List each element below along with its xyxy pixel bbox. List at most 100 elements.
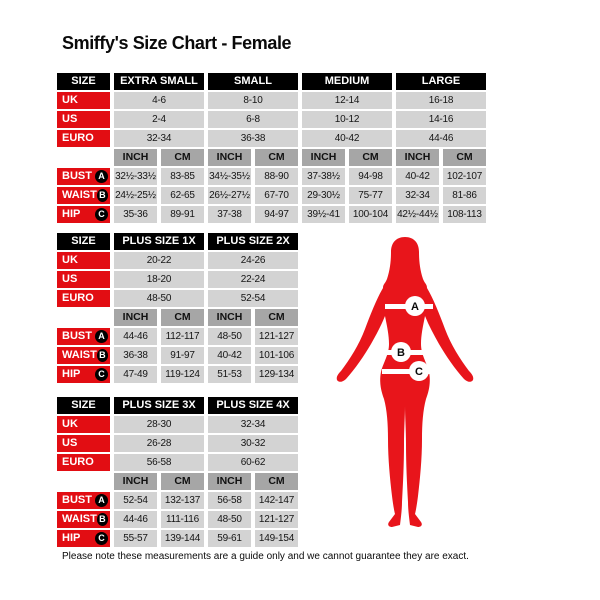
measure-value: 32-34 — [396, 187, 439, 204]
measure-value: 52-54 — [114, 492, 157, 509]
unit-header-cm: CM — [349, 149, 392, 166]
measure-value: 100-104 — [349, 206, 392, 223]
measure-label-bust: BUST A — [57, 168, 110, 185]
size-column-header: PLUS SIZE 2X — [208, 233, 298, 250]
measure-value: 36-38 — [114, 347, 157, 364]
measure-value: 24½-25½ — [114, 187, 157, 204]
measure-value: 39½-41 — [302, 206, 345, 223]
size-header-cell: SIZE — [57, 233, 110, 250]
region-size-value: 20-22 — [114, 252, 204, 269]
region-size-value: 4-6 — [114, 92, 204, 109]
region-size-value: 18-20 — [114, 271, 204, 288]
measure-marker-badge: C — [95, 532, 108, 545]
unit-header-inch: INCH — [208, 473, 251, 490]
measure-marker-badge: B — [96, 513, 108, 526]
units-row-spacer — [57, 473, 110, 490]
measure-marker-badge: A — [95, 170, 108, 183]
region-size-value: 6-8 — [208, 111, 298, 128]
unit-header-inch: INCH — [114, 309, 157, 326]
region-size-value: 8-10 — [208, 92, 298, 109]
measure-value: 94-98 — [349, 168, 392, 185]
measure-value: 34½-35½ — [208, 168, 251, 185]
measure-value: 55-57 — [114, 530, 157, 547]
measure-value: 119-124 — [161, 366, 204, 383]
measure-marker-badge: A — [95, 330, 108, 343]
region-size-value: 2-4 — [114, 111, 204, 128]
measure-label-text: BUST — [62, 170, 92, 182]
region-size-value: 36-38 — [208, 130, 298, 147]
unit-header-cm: CM — [255, 309, 298, 326]
disclaimer-note: Please note these measurements are a gui… — [62, 551, 469, 562]
measure-value: 44-46 — [114, 511, 157, 528]
size-column-header: EXTRA SMALL — [114, 73, 204, 90]
unit-header-inch: INCH — [208, 149, 251, 166]
measure-label-text: WAIST — [62, 513, 97, 525]
female-silhouette-svg: A B C — [336, 237, 474, 527]
region-label-euro: EURO — [57, 454, 110, 471]
region-size-value: 48-50 — [114, 290, 204, 307]
measure-value: 37-38 — [208, 206, 251, 223]
measure-value: 29-30½ — [302, 187, 345, 204]
measure-value: 94-97 — [255, 206, 298, 223]
measure-value: 75-77 — [349, 187, 392, 204]
unit-header-inch: INCH — [208, 309, 251, 326]
measure-value: 35-36 — [114, 206, 157, 223]
region-label-us: US — [57, 435, 110, 452]
region-size-value: 12-14 — [302, 92, 392, 109]
region-size-value: 16-18 — [396, 92, 486, 109]
size-column-header: PLUS SIZE 4X — [208, 397, 298, 414]
measure-value: 26½-27½ — [208, 187, 251, 204]
measure-value: 102-107 — [443, 168, 486, 185]
measure-value: 40-42 — [396, 168, 439, 185]
unit-header-cm: CM — [255, 473, 298, 490]
measure-value: 56-58 — [208, 492, 251, 509]
measure-value: 129-134 — [255, 366, 298, 383]
measure-value: 139-144 — [161, 530, 204, 547]
measure-value: 44-46 — [114, 328, 157, 345]
region-label-us: US — [57, 111, 110, 128]
measure-label-hip: HIP C — [57, 206, 110, 223]
size-table-standard: SIZE EXTRA SMALL SMALL MEDIUM LARGE UK 4-6 8-10… — [57, 73, 486, 223]
size-header-cell: SIZE — [57, 397, 110, 414]
measure-value: 142-147 — [255, 492, 298, 509]
size-table-plus-3x-4x: SIZE PLUS SIZE 3X PLUS SIZE 4X UK 28-30 32-34… — [57, 397, 298, 547]
units-row-spacer — [57, 149, 110, 166]
region-label-uk: UK — [57, 92, 110, 109]
region-size-value: 22-24 — [208, 271, 298, 288]
measure-value: 37-38½ — [302, 168, 345, 185]
measure-value: 48-50 — [208, 328, 251, 345]
unit-header-cm: CM — [443, 149, 486, 166]
measure-label-bust: BUST A — [57, 492, 110, 509]
measure-value: 91-97 — [161, 347, 204, 364]
waist-marker-letter: B — [397, 347, 405, 359]
region-size-value: 32-34 — [114, 130, 204, 147]
size-header-cell: SIZE — [57, 73, 110, 90]
unit-header-inch: INCH — [114, 149, 157, 166]
unit-header-inch: INCH — [302, 149, 345, 166]
female-body-shape — [336, 237, 474, 527]
measure-value: 88-90 — [255, 168, 298, 185]
measure-value: 47-49 — [114, 366, 157, 383]
measure-label-text: BUST — [62, 330, 92, 342]
bust-marker-circle — [405, 296, 425, 316]
measure-value: 59-61 — [208, 530, 251, 547]
measure-value: 83-85 — [161, 168, 204, 185]
measure-value: 48-50 — [208, 511, 251, 528]
measure-value: 81-86 — [443, 187, 486, 204]
measure-label-text: HIP — [62, 368, 81, 380]
measure-value: 111-116 — [161, 511, 204, 528]
hip-marker-letter: C — [415, 366, 423, 378]
region-size-value: 14-16 — [396, 111, 486, 128]
measure-value: 121-127 — [255, 328, 298, 345]
unit-header-inch: INCH — [114, 473, 157, 490]
measure-label-hip: HIP C — [57, 530, 110, 547]
measure-label-bust: BUST A — [57, 328, 110, 345]
region-size-value: 32-34 — [208, 416, 298, 433]
size-table-plus-1x-2x: SIZE PLUS SIZE 1X PLUS SIZE 2X UK 20-22 24-26… — [57, 233, 298, 383]
region-label-uk: UK — [57, 252, 110, 269]
unit-header-cm: CM — [161, 309, 204, 326]
size-column-header: LARGE — [396, 73, 486, 90]
measure-marker-badge: B — [96, 349, 108, 362]
region-size-value: 40-42 — [302, 130, 392, 147]
